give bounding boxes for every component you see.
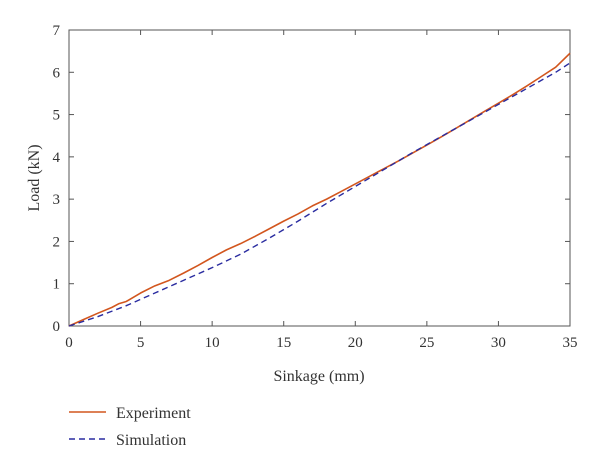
legend-experiment-label: Experiment <box>116 405 191 422</box>
x-tick-label: 30 <box>491 335 506 351</box>
legend-simulation-label: Simulation <box>116 432 186 449</box>
y-tick-label: 4 <box>53 150 61 166</box>
series-line-simulation <box>68 62 571 327</box>
x-axis: 0 5 10 15 20 25 30 35 <box>65 30 578 351</box>
x-tick-label: 20 <box>348 335 363 351</box>
x-axis-title: Sinkage (mm) <box>273 368 364 385</box>
x-tick-label: 35 <box>563 335 578 351</box>
y-tick-label: 0 <box>53 319 61 335</box>
y-tick-label: 7 <box>53 23 61 39</box>
plot-frame <box>68 29 571 327</box>
y-axis: 0 1 2 3 4 5 6 7 <box>53 23 570 335</box>
y-tick-label: 3 <box>53 192 61 208</box>
y-axis-title: Load (kN) <box>26 144 43 211</box>
x-tick-label: 0 <box>65 335 73 351</box>
y-tick-label: 6 <box>53 65 61 81</box>
x-tick-label: 5 <box>137 335 145 351</box>
y-tick-label: 1 <box>53 277 61 293</box>
legend: Experiment Simulation <box>69 405 191 449</box>
y-tick-label: 5 <box>53 108 61 124</box>
x-tick-label: 25 <box>419 335 434 351</box>
x-tick-label: 15 <box>276 335 291 351</box>
x-tick-label: 10 <box>205 335 220 351</box>
series-line-experiment <box>68 52 571 327</box>
y-tick-label: 2 <box>53 234 61 250</box>
series-layer <box>68 52 571 327</box>
